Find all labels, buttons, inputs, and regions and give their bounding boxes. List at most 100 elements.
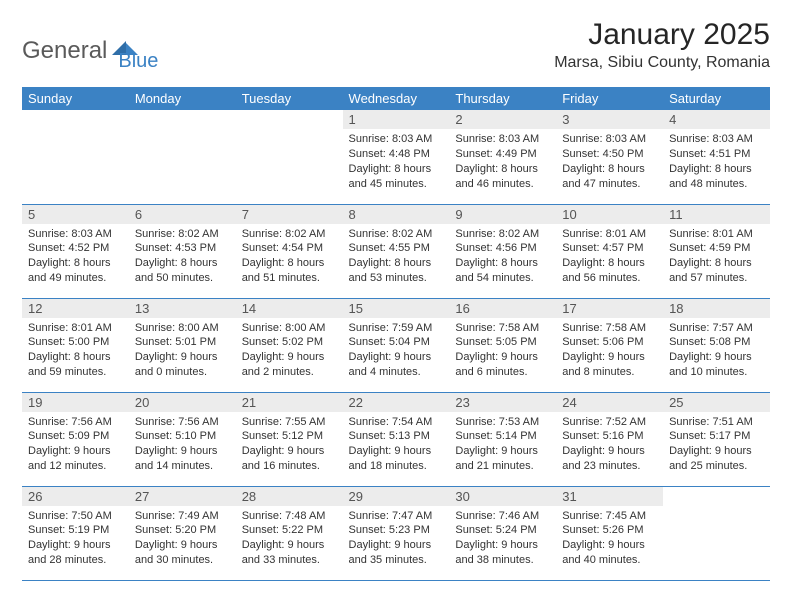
weekday-header: Monday	[129, 87, 236, 110]
calendar-cell: 13Sunrise: 8:00 AMSunset: 5:01 PMDayligh…	[129, 298, 236, 392]
calendar-cell: 26Sunrise: 7:50 AMSunset: 5:19 PMDayligh…	[22, 486, 129, 580]
day-details: Sunrise: 7:51 AMSunset: 5:17 PMDaylight:…	[663, 412, 770, 478]
day-details: Sunrise: 8:03 AMSunset: 4:52 PMDaylight:…	[22, 224, 129, 290]
weekday-header: Friday	[556, 87, 663, 110]
day-details: Sunrise: 7:48 AMSunset: 5:22 PMDaylight:…	[236, 506, 343, 572]
calendar-cell: 9Sunrise: 8:02 AMSunset: 4:56 PMDaylight…	[449, 204, 556, 298]
day-number: 12	[22, 299, 129, 318]
calendar-cell: 4Sunrise: 8:03 AMSunset: 4:51 PMDaylight…	[663, 110, 770, 204]
day-details: Sunrise: 8:02 AMSunset: 4:54 PMDaylight:…	[236, 224, 343, 290]
day-details: Sunrise: 8:02 AMSunset: 4:55 PMDaylight:…	[343, 224, 450, 290]
day-details: Sunrise: 8:00 AMSunset: 5:02 PMDaylight:…	[236, 318, 343, 384]
day-number: 10	[556, 205, 663, 224]
day-number: 2	[449, 110, 556, 129]
header: General Blue January 2025 Marsa, Sibiu C…	[22, 18, 770, 73]
day-details: Sunrise: 8:02 AMSunset: 4:53 PMDaylight:…	[129, 224, 236, 290]
calendar-table: Sunday Monday Tuesday Wednesday Thursday…	[22, 87, 770, 581]
calendar-cell: 25Sunrise: 7:51 AMSunset: 5:17 PMDayligh…	[663, 392, 770, 486]
calendar-row: 12Sunrise: 8:01 AMSunset: 5:00 PMDayligh…	[22, 298, 770, 392]
day-details: Sunrise: 8:00 AMSunset: 5:01 PMDaylight:…	[129, 318, 236, 384]
day-number: 13	[129, 299, 236, 318]
calendar-cell: 16Sunrise: 7:58 AMSunset: 5:05 PMDayligh…	[449, 298, 556, 392]
calendar-cell: 3Sunrise: 8:03 AMSunset: 4:50 PMDaylight…	[556, 110, 663, 204]
day-number: 31	[556, 487, 663, 506]
calendar-cell	[663, 486, 770, 580]
day-details: Sunrise: 7:50 AMSunset: 5:19 PMDaylight:…	[22, 506, 129, 572]
day-number: 5	[22, 205, 129, 224]
day-number: 9	[449, 205, 556, 224]
calendar-row: 5Sunrise: 8:03 AMSunset: 4:52 PMDaylight…	[22, 204, 770, 298]
day-number: 29	[343, 487, 450, 506]
calendar-cell: 10Sunrise: 8:01 AMSunset: 4:57 PMDayligh…	[556, 204, 663, 298]
calendar-cell: 8Sunrise: 8:02 AMSunset: 4:55 PMDaylight…	[343, 204, 450, 298]
day-number: 20	[129, 393, 236, 412]
day-number: 23	[449, 393, 556, 412]
day-details: Sunrise: 7:58 AMSunset: 5:05 PMDaylight:…	[449, 318, 556, 384]
day-details: Sunrise: 7:47 AMSunset: 5:23 PMDaylight:…	[343, 506, 450, 572]
day-details: Sunrise: 8:03 AMSunset: 4:50 PMDaylight:…	[556, 129, 663, 195]
calendar-cell: 1Sunrise: 8:03 AMSunset: 4:48 PMDaylight…	[343, 110, 450, 204]
day-details: Sunrise: 8:02 AMSunset: 4:56 PMDaylight:…	[449, 224, 556, 290]
calendar-cell: 15Sunrise: 7:59 AMSunset: 5:04 PMDayligh…	[343, 298, 450, 392]
day-details: Sunrise: 8:03 AMSunset: 4:49 PMDaylight:…	[449, 129, 556, 195]
day-details: Sunrise: 8:03 AMSunset: 4:51 PMDaylight:…	[663, 129, 770, 195]
calendar-cell: 19Sunrise: 7:56 AMSunset: 5:09 PMDayligh…	[22, 392, 129, 486]
day-details: Sunrise: 7:56 AMSunset: 5:10 PMDaylight:…	[129, 412, 236, 478]
day-details: Sunrise: 7:53 AMSunset: 5:14 PMDaylight:…	[449, 412, 556, 478]
calendar-cell: 20Sunrise: 7:56 AMSunset: 5:10 PMDayligh…	[129, 392, 236, 486]
calendar-cell: 2Sunrise: 8:03 AMSunset: 4:49 PMDaylight…	[449, 110, 556, 204]
day-details: Sunrise: 7:52 AMSunset: 5:16 PMDaylight:…	[556, 412, 663, 478]
day-details: Sunrise: 7:57 AMSunset: 5:08 PMDaylight:…	[663, 318, 770, 384]
day-number: 25	[663, 393, 770, 412]
calendar-cell: 30Sunrise: 7:46 AMSunset: 5:24 PMDayligh…	[449, 486, 556, 580]
day-number: 21	[236, 393, 343, 412]
day-number: 26	[22, 487, 129, 506]
calendar-cell: 6Sunrise: 8:02 AMSunset: 4:53 PMDaylight…	[129, 204, 236, 298]
calendar-cell	[22, 110, 129, 204]
page-title: January 2025	[554, 18, 770, 52]
calendar-cell: 5Sunrise: 8:03 AMSunset: 4:52 PMDaylight…	[22, 204, 129, 298]
calendar-cell: 29Sunrise: 7:47 AMSunset: 5:23 PMDayligh…	[343, 486, 450, 580]
calendar-cell: 12Sunrise: 8:01 AMSunset: 5:00 PMDayligh…	[22, 298, 129, 392]
calendar-cell: 28Sunrise: 7:48 AMSunset: 5:22 PMDayligh…	[236, 486, 343, 580]
location-label: Marsa, Sibiu County, Romania	[554, 54, 770, 72]
weekday-header: Saturday	[663, 87, 770, 110]
day-number: 6	[129, 205, 236, 224]
day-number: 3	[556, 110, 663, 129]
day-details: Sunrise: 8:01 AMSunset: 5:00 PMDaylight:…	[22, 318, 129, 384]
calendar-body: 1Sunrise: 8:03 AMSunset: 4:48 PMDaylight…	[22, 110, 770, 580]
calendar-cell: 23Sunrise: 7:53 AMSunset: 5:14 PMDayligh…	[449, 392, 556, 486]
weekday-header: Wednesday	[343, 87, 450, 110]
weekday-header-row: Sunday Monday Tuesday Wednesday Thursday…	[22, 87, 770, 110]
day-number: 30	[449, 487, 556, 506]
calendar-cell: 18Sunrise: 7:57 AMSunset: 5:08 PMDayligh…	[663, 298, 770, 392]
weekday-header: Tuesday	[236, 87, 343, 110]
day-number: 1	[343, 110, 450, 129]
day-details: Sunrise: 7:45 AMSunset: 5:26 PMDaylight:…	[556, 506, 663, 572]
calendar-cell: 7Sunrise: 8:02 AMSunset: 4:54 PMDaylight…	[236, 204, 343, 298]
calendar-cell: 21Sunrise: 7:55 AMSunset: 5:12 PMDayligh…	[236, 392, 343, 486]
day-details: Sunrise: 8:03 AMSunset: 4:48 PMDaylight:…	[343, 129, 450, 195]
calendar-cell	[236, 110, 343, 204]
day-details: Sunrise: 7:49 AMSunset: 5:20 PMDaylight:…	[129, 506, 236, 572]
calendar-cell: 22Sunrise: 7:54 AMSunset: 5:13 PMDayligh…	[343, 392, 450, 486]
calendar-row: 1Sunrise: 8:03 AMSunset: 4:48 PMDaylight…	[22, 110, 770, 204]
weekday-header: Thursday	[449, 87, 556, 110]
calendar-cell	[129, 110, 236, 204]
calendar-row: 26Sunrise: 7:50 AMSunset: 5:19 PMDayligh…	[22, 486, 770, 580]
day-details: Sunrise: 7:55 AMSunset: 5:12 PMDaylight:…	[236, 412, 343, 478]
day-details: Sunrise: 7:46 AMSunset: 5:24 PMDaylight:…	[449, 506, 556, 572]
title-block: January 2025 Marsa, Sibiu County, Romani…	[554, 18, 770, 72]
day-details: Sunrise: 7:56 AMSunset: 5:09 PMDaylight:…	[22, 412, 129, 478]
calendar-cell: 14Sunrise: 8:00 AMSunset: 5:02 PMDayligh…	[236, 298, 343, 392]
day-number: 14	[236, 299, 343, 318]
day-number: 15	[343, 299, 450, 318]
calendar-cell: 31Sunrise: 7:45 AMSunset: 5:26 PMDayligh…	[556, 486, 663, 580]
day-number: 18	[663, 299, 770, 318]
day-details: Sunrise: 7:54 AMSunset: 5:13 PMDaylight:…	[343, 412, 450, 478]
day-number: 27	[129, 487, 236, 506]
day-details: Sunrise: 7:58 AMSunset: 5:06 PMDaylight:…	[556, 318, 663, 384]
logo: General Blue	[22, 28, 158, 73]
day-details: Sunrise: 7:59 AMSunset: 5:04 PMDaylight:…	[343, 318, 450, 384]
logo-text-2: Blue	[118, 50, 158, 73]
